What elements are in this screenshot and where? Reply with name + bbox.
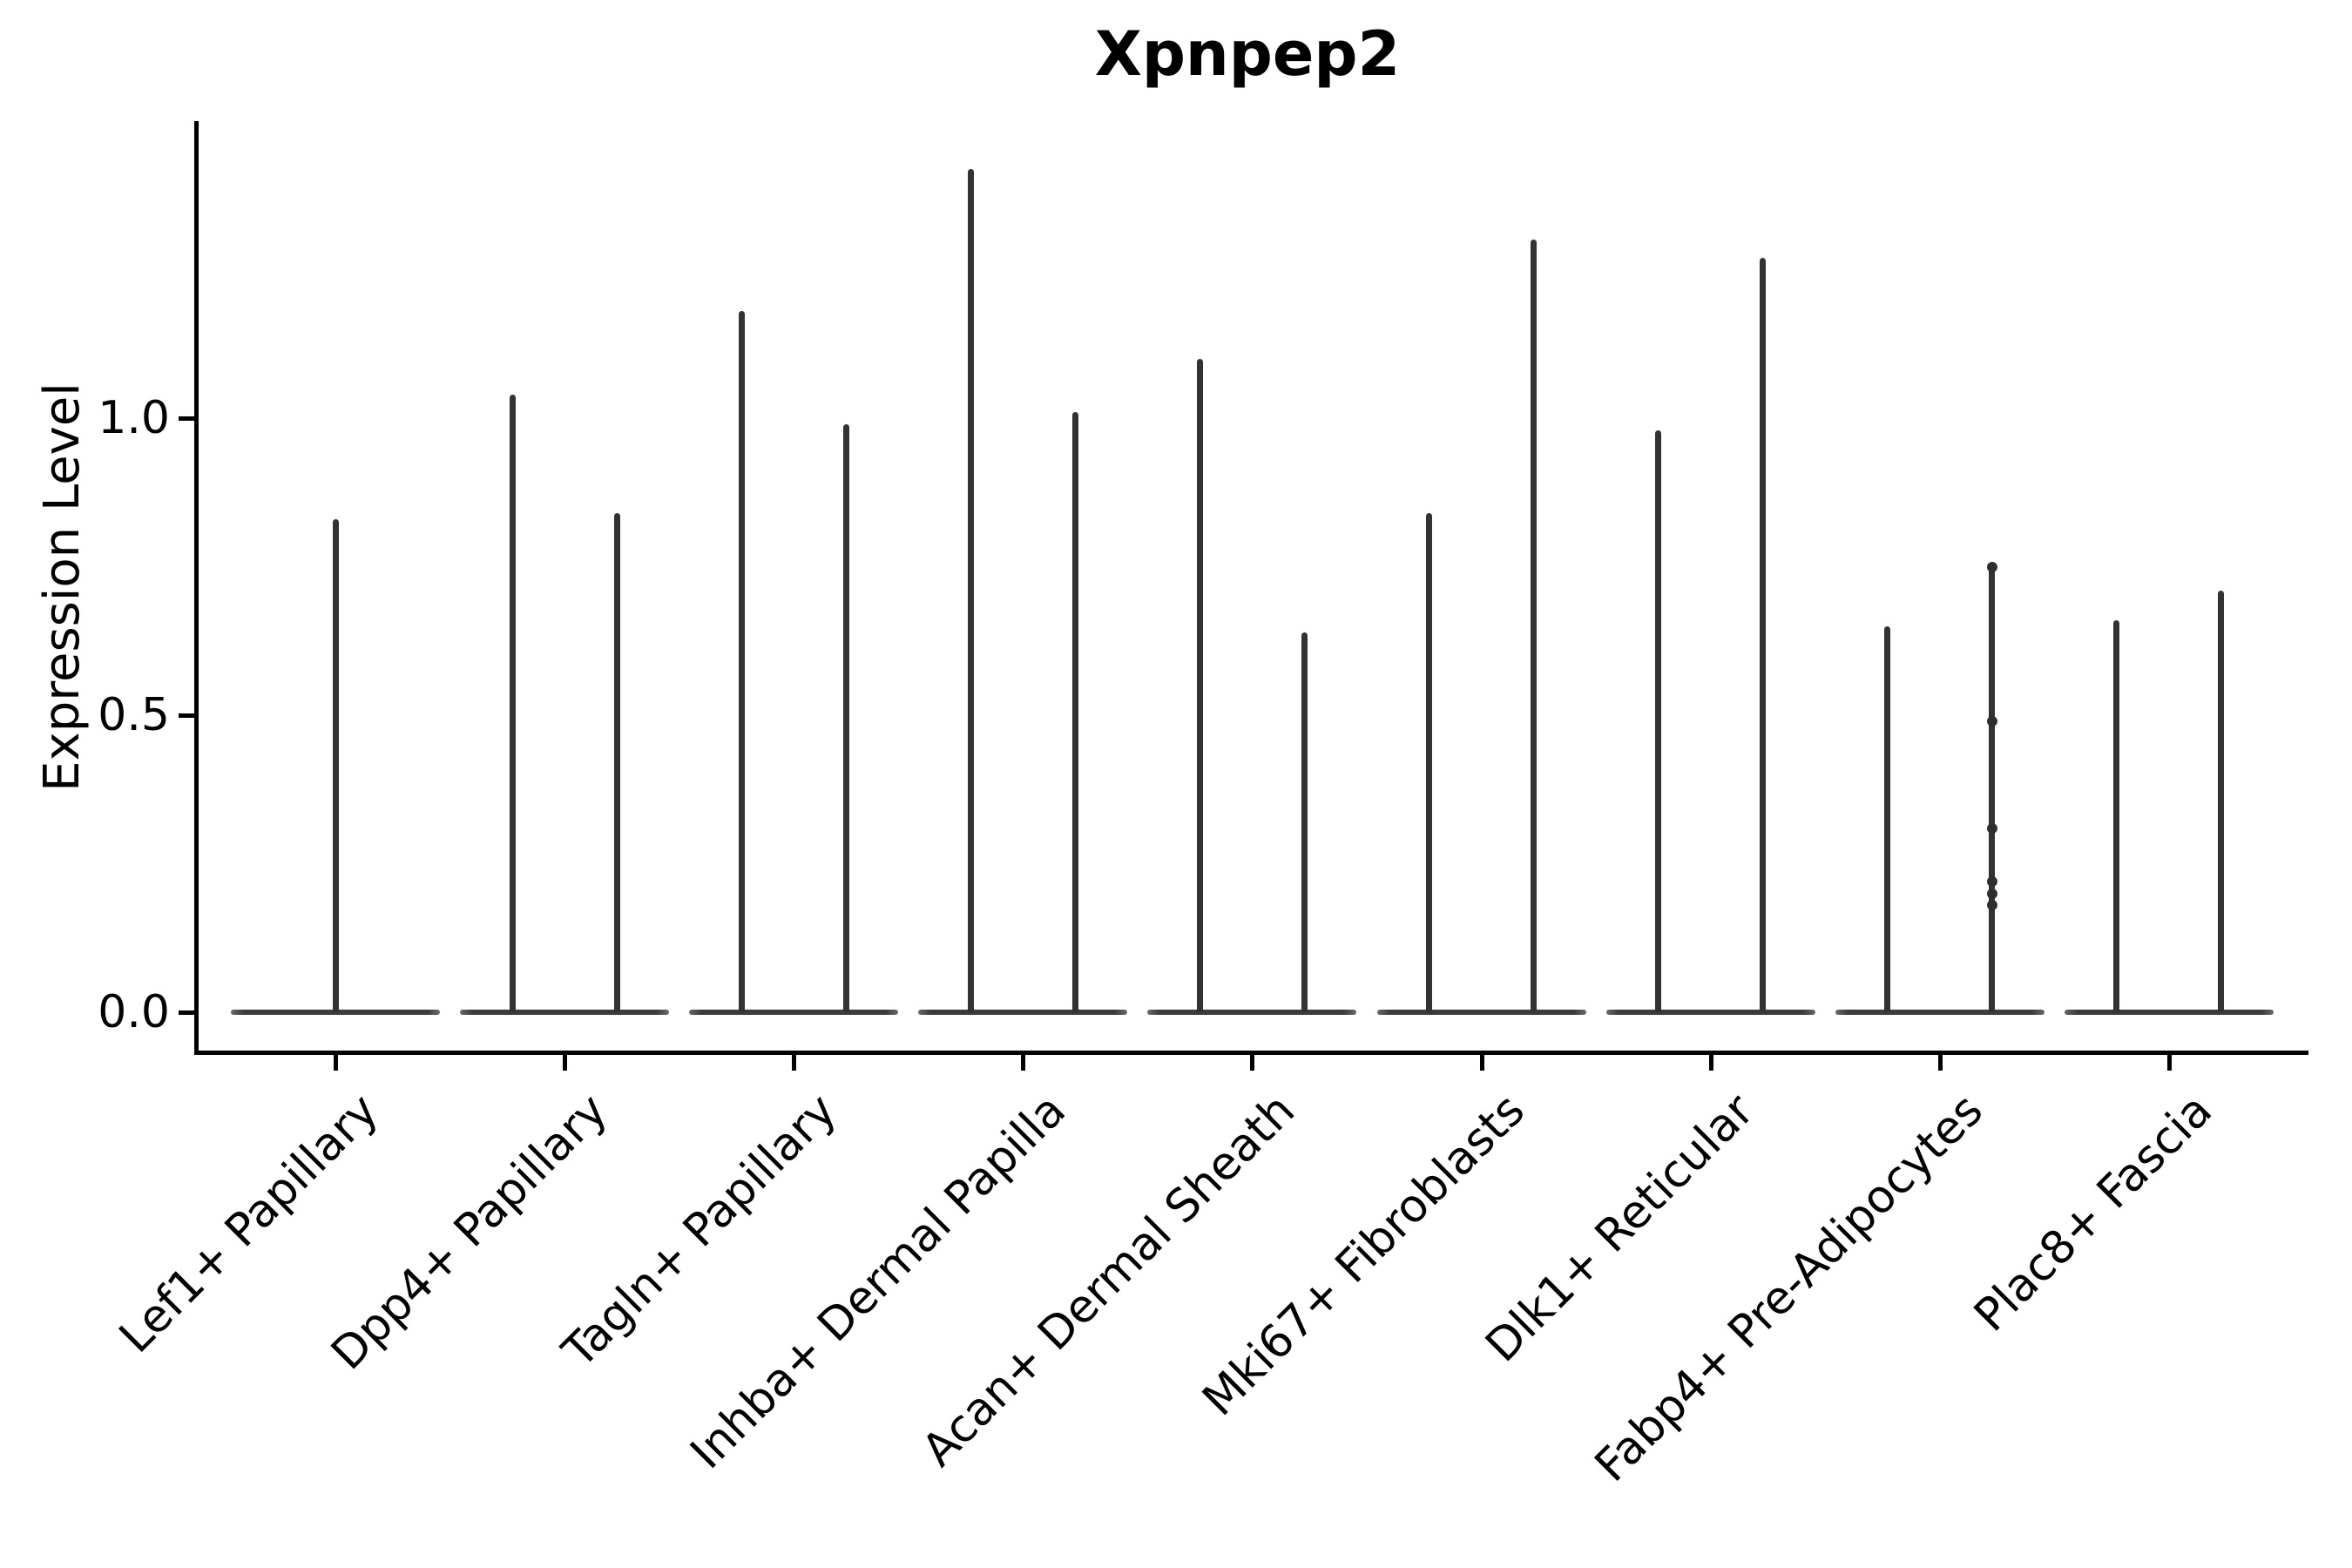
- expression-point: [1986, 888, 1997, 899]
- expression-point: [1986, 715, 1997, 727]
- chart-title: Xpnpep2: [1094, 18, 1401, 90]
- violin-spike: [842, 423, 849, 1012]
- violin-spike: [1071, 412, 1078, 1012]
- violin-spike: [2113, 619, 2120, 1012]
- x-axis-spine: [194, 1051, 2308, 1055]
- expression-point: [1986, 822, 1997, 834]
- violin-spike: [1426, 513, 1432, 1012]
- violin-spike: [2218, 590, 2225, 1012]
- x-tick-mark: [2166, 1055, 2172, 1071]
- x-tick-mark: [1250, 1055, 1255, 1071]
- expression-point: [1986, 875, 1997, 887]
- violin-spike: [967, 168, 974, 1012]
- violin-zero-base: [1147, 1010, 1357, 1015]
- y-axis-label: Expression Level: [34, 382, 91, 792]
- expression-point: [1986, 561, 1997, 572]
- x-tick-mark: [334, 1055, 338, 1071]
- violin-spike: [738, 311, 745, 1012]
- violin-zero-base: [2064, 1010, 2274, 1015]
- violin-zero-base: [460, 1010, 670, 1015]
- y-tick-mark: [179, 1010, 194, 1015]
- expression-point: [1986, 900, 1997, 911]
- violin-spike: [332, 518, 339, 1012]
- x-tick-mark: [563, 1055, 568, 1071]
- y-tick-mark: [179, 416, 194, 421]
- y-tick-mark: [179, 713, 194, 718]
- violin-spike: [1884, 625, 1891, 1012]
- y-axis-spine: [194, 121, 199, 1055]
- x-tick-mark: [1937, 1055, 1943, 1071]
- violin-spike: [1531, 240, 1537, 1012]
- violin-zero-base: [1605, 1010, 1815, 1015]
- x-tick-mark: [1708, 1055, 1713, 1071]
- x-tick-mark: [1021, 1055, 1026, 1071]
- violin-zero-base: [1376, 1010, 1586, 1015]
- violin-spike: [1196, 358, 1203, 1012]
- y-tick-label: 0.5: [98, 689, 170, 741]
- violin-zero-base: [1835, 1010, 2044, 1015]
- violin-zero-base: [231, 1010, 440, 1015]
- violin-spike: [1989, 566, 1996, 1012]
- y-tick-label: 1.0: [98, 392, 170, 444]
- x-tick-mark: [1479, 1055, 1484, 1071]
- y-tick-label: 0.0: [98, 986, 170, 1038]
- violin-spike: [509, 394, 516, 1012]
- violin-spike: [1760, 257, 1767, 1012]
- violin-zero-base: [918, 1010, 1128, 1015]
- violin-spike: [613, 513, 620, 1012]
- violin-spike: [1301, 632, 1308, 1012]
- violin-spike: [1655, 429, 1662, 1012]
- violin-zero-base: [689, 1010, 899, 1015]
- x-tick-mark: [792, 1055, 797, 1071]
